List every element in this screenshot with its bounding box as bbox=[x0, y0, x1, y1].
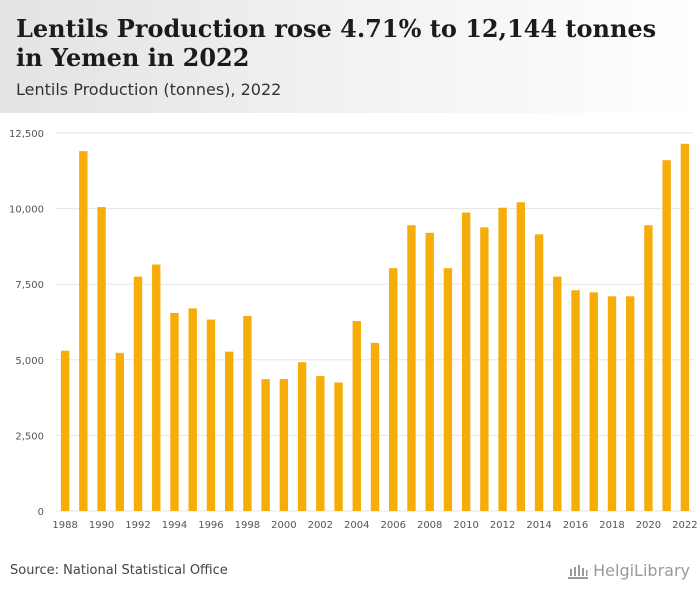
x-tick-label: 2014 bbox=[526, 520, 551, 531]
logo-text: HelgiLibrary bbox=[593, 561, 690, 580]
bar-2004 bbox=[352, 321, 361, 511]
bar-2009 bbox=[443, 268, 453, 511]
bar-2015 bbox=[553, 276, 562, 511]
bar-1997 bbox=[224, 351, 234, 511]
x-tick-label: 1998 bbox=[235, 520, 260, 531]
bar-2022 bbox=[680, 143, 690, 511]
bar-2007 bbox=[407, 225, 416, 511]
bar-1996 bbox=[206, 319, 216, 511]
x-tick-label: 1996 bbox=[198, 520, 223, 531]
bar-2002 bbox=[316, 376, 325, 511]
x-tick-label: 1994 bbox=[162, 520, 187, 531]
bar-2005 bbox=[370, 342, 380, 511]
y-tick-label: 7,500 bbox=[15, 280, 44, 291]
bar-2008 bbox=[425, 232, 434, 511]
y-tick-label: 10,000 bbox=[9, 205, 44, 216]
x-tick-label: 2002 bbox=[308, 520, 333, 531]
bar-1989 bbox=[79, 151, 88, 512]
bar-1991 bbox=[115, 352, 124, 511]
x-tick-label: 1988 bbox=[52, 520, 77, 531]
bar-2006 bbox=[389, 268, 398, 511]
bar-1999 bbox=[261, 379, 270, 511]
bar-2021 bbox=[662, 160, 671, 511]
y-tick-label: 0 bbox=[38, 507, 44, 518]
x-tick-label: 2018 bbox=[599, 520, 624, 531]
bar-1990 bbox=[97, 207, 106, 511]
bar-2012 bbox=[498, 207, 507, 511]
x-tick-label: 2016 bbox=[563, 520, 588, 531]
y-tick-label: 2,500 bbox=[15, 431, 44, 442]
bar-2020 bbox=[644, 225, 653, 511]
x-tick-label: 2004 bbox=[344, 520, 369, 531]
bar-1994 bbox=[170, 312, 179, 511]
bar-1998 bbox=[243, 315, 252, 511]
page-title: Lentils Production rose 4.71% to 12,144 … bbox=[16, 14, 657, 72]
x-tick-label: 2022 bbox=[672, 520, 697, 531]
bar-2003 bbox=[334, 382, 343, 511]
library-building-icon bbox=[568, 564, 589, 579]
bar-2017 bbox=[589, 292, 598, 511]
helgi-library-logo: HelgiLibrary bbox=[567, 561, 690, 580]
chart-subtitle: Lentils Production (tonnes), 2022 bbox=[16, 80, 282, 99]
x-tick-label: 2006 bbox=[381, 520, 406, 531]
bar-1993 bbox=[152, 264, 161, 511]
bar-1992 bbox=[133, 276, 143, 511]
bar-1995 bbox=[188, 308, 197, 511]
bar-2014 bbox=[534, 234, 544, 511]
bar-1988 bbox=[60, 350, 70, 511]
bar-2010 bbox=[461, 212, 471, 511]
y-tick-label: 5,000 bbox=[15, 356, 44, 367]
x-tick-label: 2012 bbox=[490, 520, 515, 531]
y-tick-label: 12,500 bbox=[9, 129, 44, 140]
bar-2011 bbox=[480, 227, 489, 511]
source-note: Source: National Statistical Office bbox=[10, 563, 228, 578]
bar-2018 bbox=[607, 296, 617, 511]
x-tick-label: 2020 bbox=[636, 520, 661, 531]
bar-2016 bbox=[571, 290, 580, 511]
bar-2013 bbox=[516, 202, 526, 511]
x-tick-label: 1990 bbox=[89, 520, 114, 531]
header-band: Lentils Production rose 4.71% to 12,144 … bbox=[0, 0, 700, 113]
x-tick-label: 2010 bbox=[453, 520, 478, 531]
x-tick-label: 2008 bbox=[417, 520, 442, 531]
x-tick-label: 1992 bbox=[125, 520, 150, 531]
bar-chart: 0 2,500 5,000 7,500 10,000 12,500 1988 1990 1992… bbox=[9, 129, 698, 531]
x-tick-label: 2000 bbox=[271, 520, 296, 531]
bar-2019 bbox=[626, 296, 635, 511]
bar-2001 bbox=[297, 362, 307, 511]
bar-2000 bbox=[279, 379, 289, 511]
